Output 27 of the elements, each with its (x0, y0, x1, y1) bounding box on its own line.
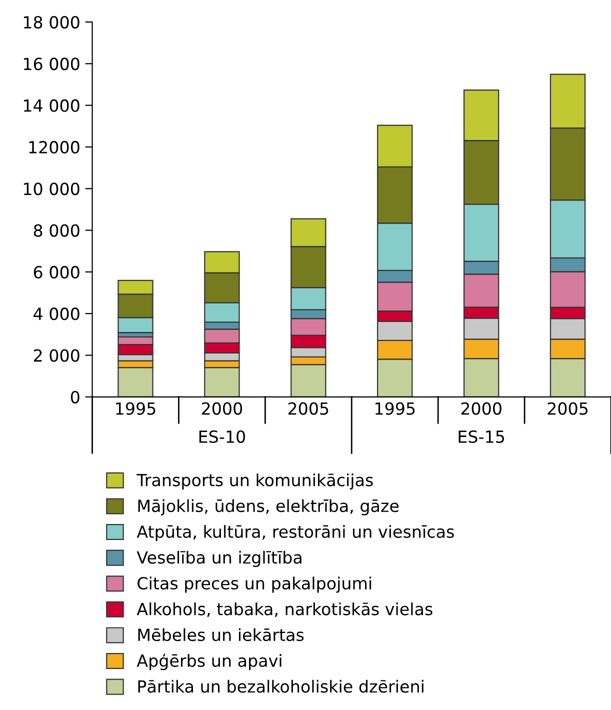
text: ES-10 (199, 430, 246, 443)
legend-label: Atpūta, kultūra, restorāni un viesnīcas (136, 525, 454, 542)
y-tick-label: 8 000 (34, 224, 80, 237)
y-tick-label: 18 000 (24, 16, 80, 29)
y-tick-label: 12000 (29, 140, 80, 154)
y-tick-label: 2 000 (34, 349, 80, 362)
x-tick-label: 2005 (288, 402, 328, 415)
legend-label: Pārtika un bezalkoholiskie dzērieni (138, 680, 424, 693)
y-tick-label: 14 000 (24, 99, 80, 112)
y-tick-label: 6 000 (34, 266, 80, 278)
y-tick-label: 16 000 (24, 58, 80, 70)
legend-label: Alkohols, tabaka, narkotiskās vielas (136, 602, 432, 618)
text: ES-15 (458, 430, 504, 443)
x-tick-label: 2000 (202, 402, 242, 415)
legend-label: Citas preces un pakalpojumi (138, 576, 372, 593)
x-tick-label: 1995 (375, 402, 415, 415)
x-tick-label: 2005 (548, 402, 588, 415)
legend-label: Mēbeles un iekārtas (138, 628, 304, 642)
y-tick-label: 4 000 (34, 308, 80, 320)
legend-label: Apģērbs un apavi (136, 654, 282, 670)
y-tick-label: 10 000 (24, 182, 80, 196)
x-tick-label: 1995 (116, 402, 156, 415)
legend-label: Transports un komunikācijas (136, 473, 373, 490)
y-tick-label: 0 (70, 390, 80, 404)
legend-label: Mājoklis, ūdens, elektrība, gāze (138, 499, 399, 516)
legend-label: Veselība un izglītība (136, 550, 302, 567)
x-tick-label: 2000 (461, 402, 502, 415)
